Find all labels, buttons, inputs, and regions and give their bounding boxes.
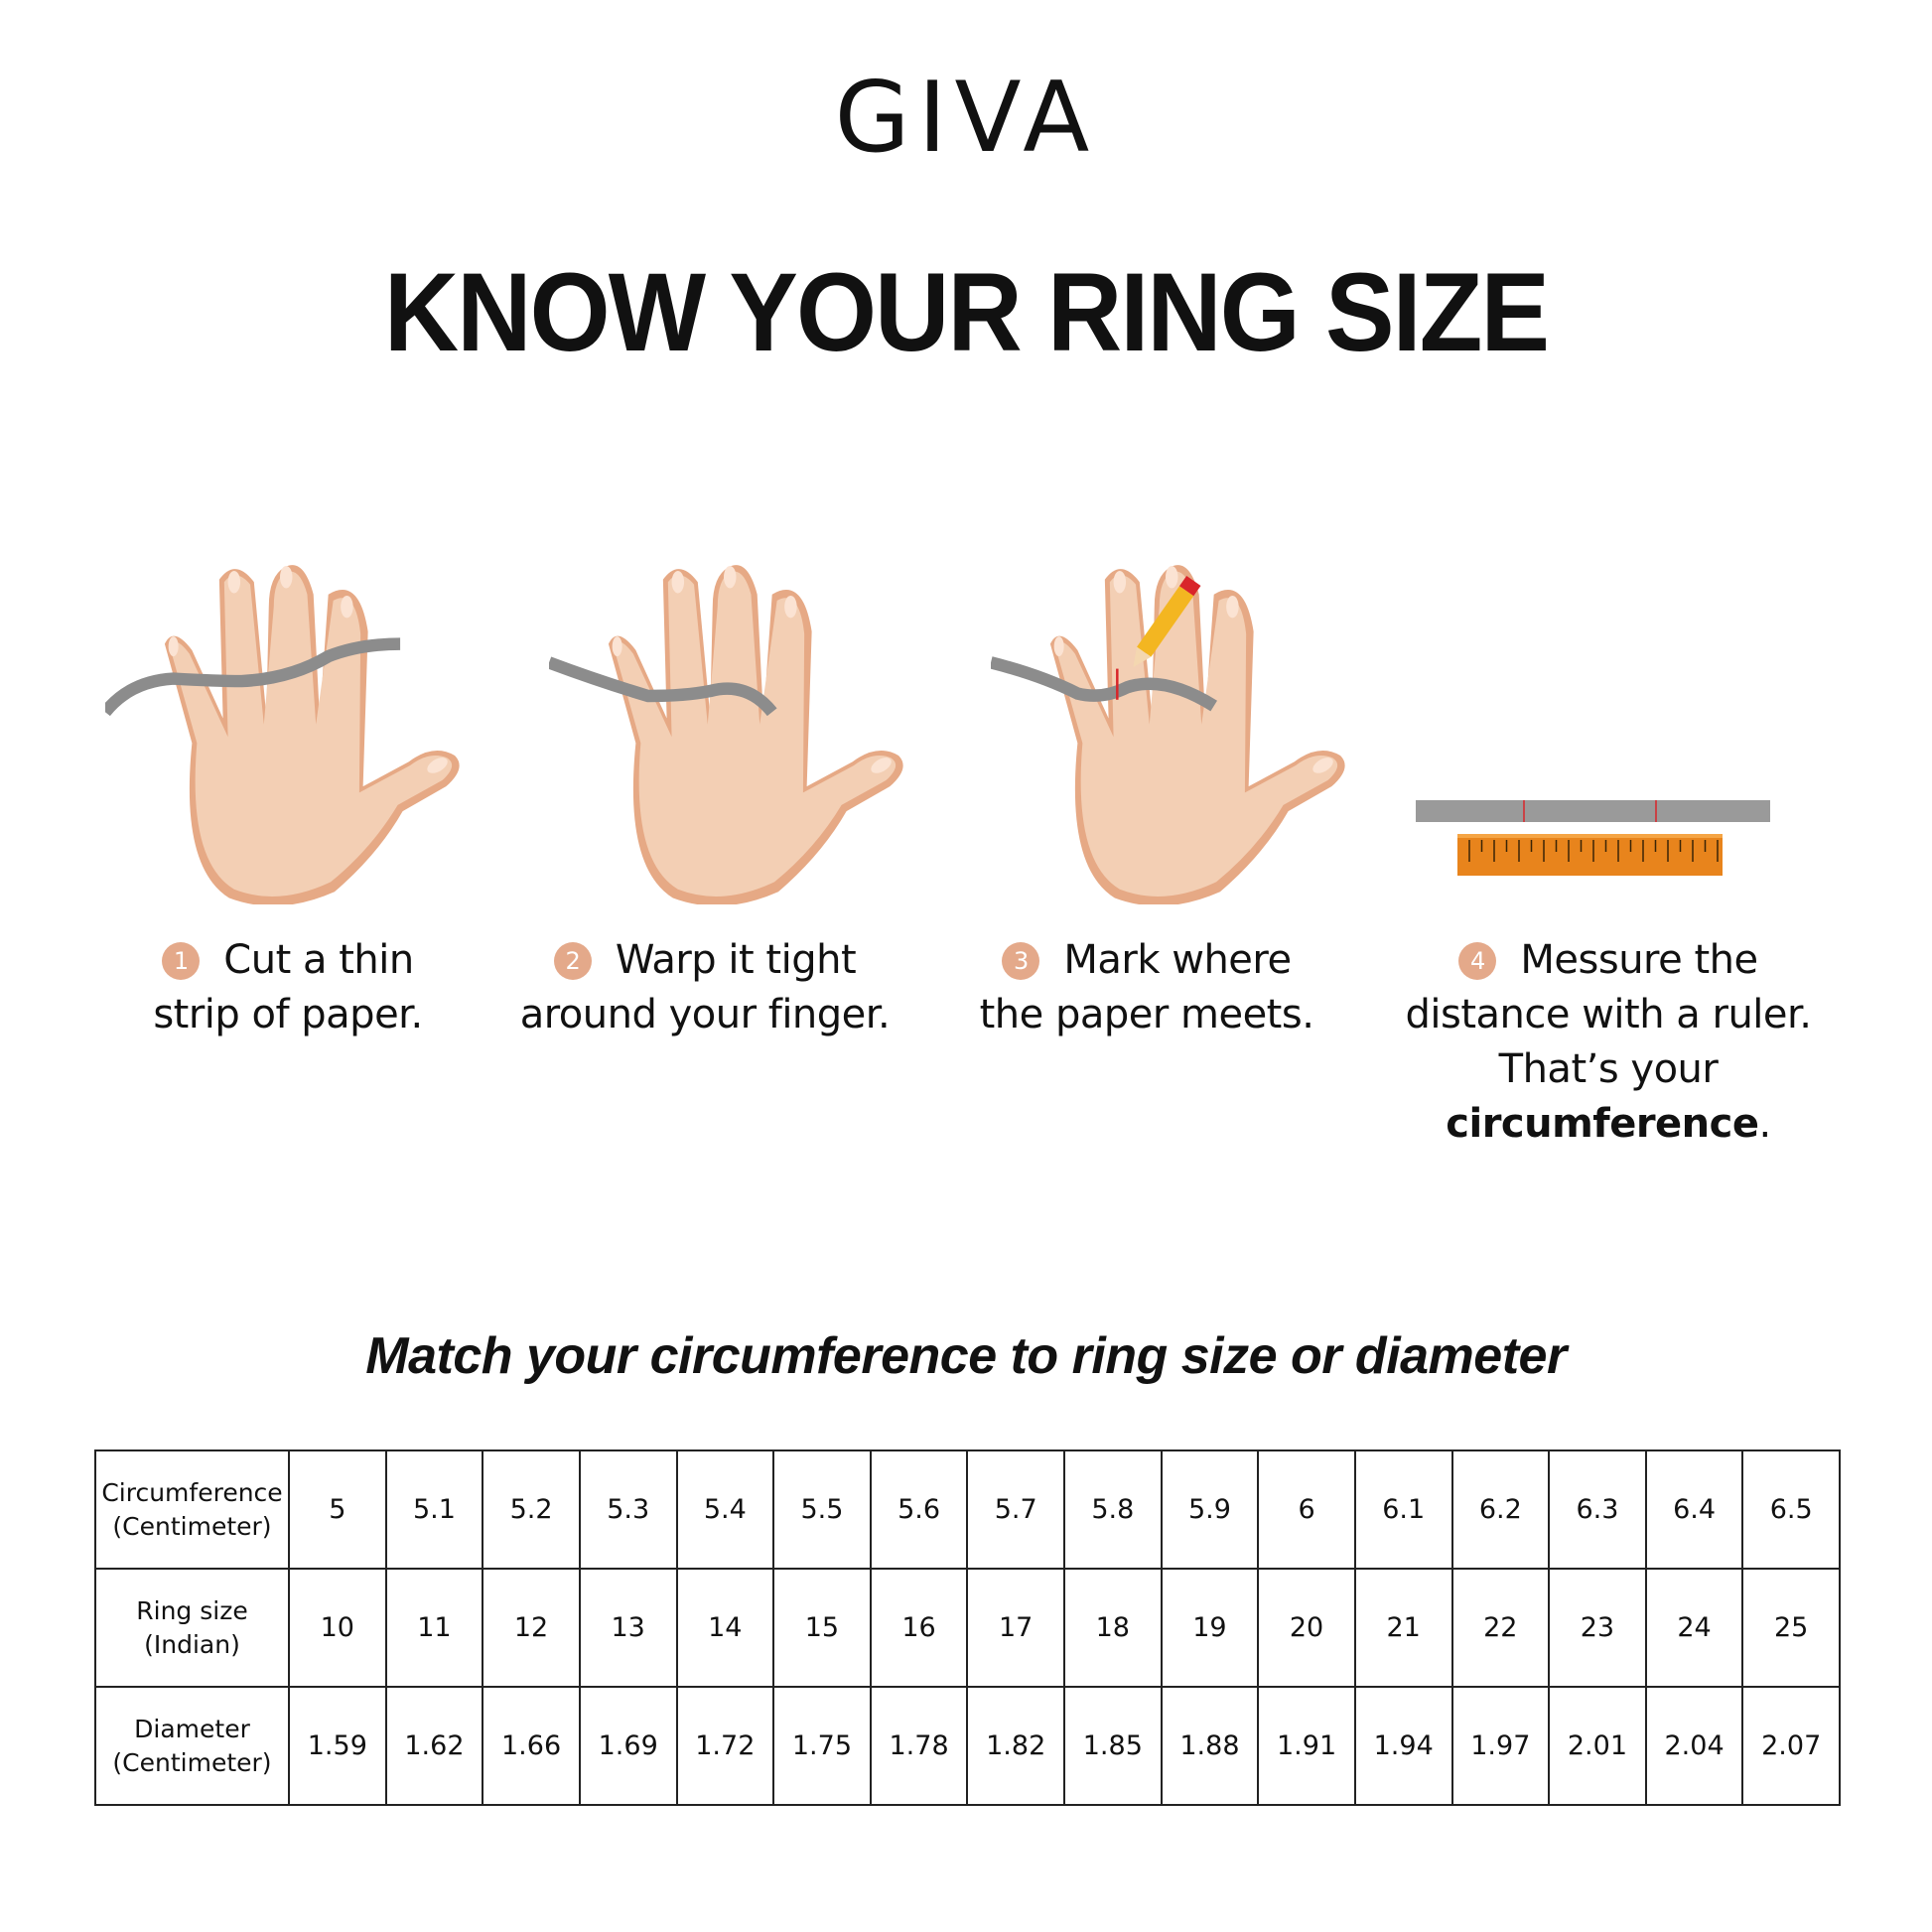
paper-strip: [1416, 800, 1770, 822]
table-cell: 1.66: [482, 1686, 581, 1806]
step-1: 1 Cut a thin strip of paper.: [109, 933, 467, 1042]
text: .: [1758, 1101, 1772, 1147]
table-cell: 1.78: [869, 1686, 969, 1806]
table-cell: 18: [1063, 1568, 1163, 1688]
table-cell: 22: [1450, 1568, 1551, 1688]
row-header-unit: (Indian): [144, 1629, 240, 1659]
table-cell: 23: [1548, 1568, 1647, 1688]
step-text-line: Warp it tight: [615, 937, 857, 983]
table-cell: 5.8: [1063, 1449, 1163, 1570]
table-cell: 1.72: [675, 1686, 775, 1806]
table-cell: 1.94: [1353, 1686, 1453, 1806]
pencil-icon: [1133, 575, 1201, 667]
row-header-unit: (Centimeter): [112, 1747, 272, 1777]
text: That’s your: [1498, 1046, 1719, 1092]
table-cell: 24: [1644, 1568, 1744, 1688]
table-cell: 1.97: [1450, 1686, 1551, 1806]
row-header: Ring size (Indian): [94, 1568, 290, 1688]
paper-strip: [549, 656, 777, 717]
table-cell: 1.62: [384, 1686, 484, 1806]
step-text-line: Messure the: [1520, 937, 1758, 983]
table-row: Diameter (Centimeter) 1.59 1.62 1.66 1.69 1.72…: [94, 1686, 1841, 1806]
table-cell: 2.01: [1548, 1686, 1647, 1806]
table-cell: 19: [1160, 1568, 1260, 1688]
table-cell: 13: [578, 1568, 678, 1688]
table-cell: 14: [675, 1568, 775, 1688]
table-cell: 6.2: [1450, 1449, 1551, 1570]
circumference-emphasis: circumference: [1446, 1101, 1759, 1147]
table-cell: 20: [1257, 1568, 1356, 1688]
table-cell: 1.69: [578, 1686, 678, 1806]
page-title: KNOW YOUR RING SIZE: [383, 250, 1550, 374]
hand-pencil-mark-illustration: [991, 565, 1345, 904]
table-cell: 5.7: [966, 1449, 1065, 1570]
table-cell: 6.5: [1741, 1449, 1841, 1570]
paper-strip-and-ruler-illustration: [1416, 800, 1770, 876]
table-cell: 1.85: [1063, 1686, 1163, 1806]
step-text-line: strip of paper.: [153, 992, 423, 1037]
row-header-line: Diameter: [134, 1714, 250, 1743]
table-cell: 5.9: [1160, 1449, 1260, 1570]
step-text-line: Mark where: [1063, 937, 1292, 983]
table-cell: 1.82: [966, 1686, 1065, 1806]
row-header: Diameter (Centimeter): [94, 1686, 290, 1806]
table-cell: 5.3: [578, 1449, 678, 1570]
paper-strip: [105, 637, 401, 717]
table-cell: 21: [1353, 1568, 1453, 1688]
table-cell: 2.04: [1644, 1686, 1744, 1806]
table-cell: 5.6: [869, 1449, 969, 1570]
table-cell: 10: [288, 1568, 387, 1688]
step-number-badge: 1: [162, 942, 201, 980]
table-cell: 1.59: [288, 1686, 387, 1806]
table-cell: 25: [1741, 1568, 1841, 1688]
ruler-icon: [1457, 834, 1723, 876]
step-text-line: That’s your circumference.: [1340, 1042, 1876, 1152]
step-text-line: the paper meets.: [979, 992, 1314, 1037]
table-cell: 11: [384, 1568, 484, 1688]
table-cell: 12: [482, 1568, 581, 1688]
step-number-badge: 4: [1458, 942, 1497, 980]
table-cell: 16: [869, 1568, 969, 1688]
step-4: 4 Messure the distance with a ruler. That…: [1340, 933, 1876, 1152]
table-cell: 5.2: [482, 1449, 581, 1570]
step-2: 2 Warp it tight around your finger.: [486, 933, 923, 1042]
paper-strip: [991, 656, 1217, 712]
table-cell: 5.4: [675, 1449, 775, 1570]
step-3: 3 Mark where the paper meets.: [943, 933, 1350, 1042]
row-header-line: Circumference: [101, 1477, 283, 1507]
hand-wrapped-finger-illustration: [549, 565, 903, 904]
table-cell: 1.88: [1160, 1686, 1260, 1806]
step-text-line: distance with a ruler.: [1405, 992, 1812, 1037]
giva-logo: GIVA: [834, 62, 1098, 175]
table-cell: 6.3: [1548, 1449, 1647, 1570]
row-header-unit: (Centimeter): [112, 1511, 272, 1541]
table-cell: 5: [288, 1449, 387, 1570]
table-cell: 15: [772, 1568, 872, 1688]
table-cell: 17: [966, 1568, 1065, 1688]
step-number-badge: 3: [1002, 942, 1040, 980]
ring-size-table: Circumference (Centimeter) 5 5.1 5.2 5.3 5.4 5.…: [94, 1449, 1841, 1806]
row-header-line: Ring size: [136, 1595, 248, 1625]
table-cell: 1.91: [1257, 1686, 1356, 1806]
table-row: Ring size (Indian) 10 11 12 13 14 15 16 17 18 19 20 2…: [94, 1568, 1841, 1688]
table-cell: 6: [1257, 1449, 1356, 1570]
hand-with-paper-strip-illustration: [105, 565, 460, 904]
table-cell: 1.75: [772, 1686, 872, 1806]
table-cell: 5.1: [384, 1449, 484, 1570]
step-number-badge: 2: [553, 942, 592, 980]
row-header: Circumference (Centimeter): [94, 1449, 290, 1570]
step-text-line: around your finger.: [519, 992, 891, 1037]
table-cell: 5.5: [772, 1449, 872, 1570]
table-cell: 2.07: [1741, 1686, 1841, 1806]
table-row: Circumference (Centimeter) 5 5.1 5.2 5.3 5.4 5.…: [94, 1449, 1841, 1570]
table-cell: 6.1: [1353, 1449, 1453, 1570]
table-cell: 6.4: [1644, 1449, 1744, 1570]
step-text-line: Cut a thin: [223, 937, 414, 983]
table-subtitle: Match your circumference to ring size or…: [365, 1327, 1567, 1385]
